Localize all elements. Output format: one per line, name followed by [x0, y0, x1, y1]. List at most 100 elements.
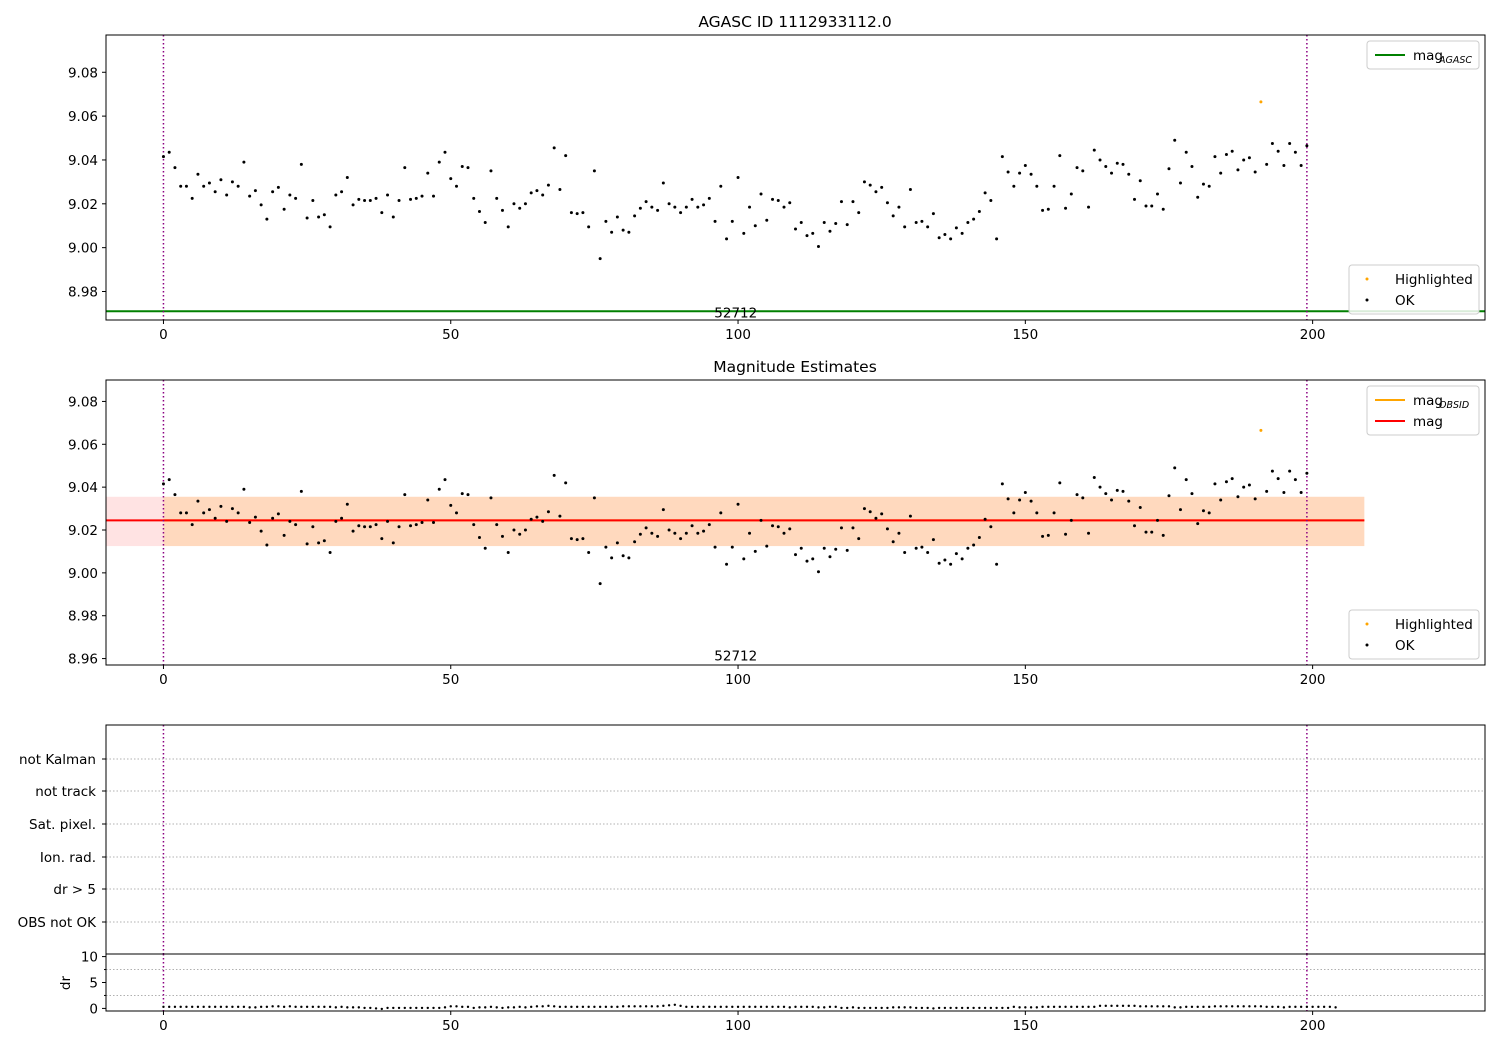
dr-panel: 0 50 100 150 200 0 5 10 dr [58, 950, 1486, 1034]
dr-point [713, 1005, 717, 1009]
dr-point [185, 1005, 188, 1009]
ok-point [834, 222, 838, 226]
dr-point [1029, 1006, 1033, 1009]
ok-point [409, 524, 413, 528]
ok-point [972, 543, 976, 547]
ok-point [725, 562, 729, 566]
ok-point [202, 511, 206, 515]
ok-point [489, 169, 493, 173]
dr-point [685, 1005, 688, 1009]
dr-point [788, 1006, 791, 1009]
dr-point [501, 1006, 504, 1010]
dr-point [168, 1005, 171, 1009]
ok-point [880, 185, 884, 189]
dr-point [1150, 1005, 1153, 1008]
ok-point [340, 516, 344, 520]
ok-point [782, 205, 786, 209]
panel-0-title: AGASC ID 1112933112.0 [698, 13, 891, 31]
ok-point [294, 523, 298, 527]
ok-point [1184, 478, 1188, 482]
ok-point [1207, 511, 1211, 515]
dr-point [328, 1005, 332, 1009]
ok-point [1213, 482, 1217, 486]
ok-point [903, 225, 907, 229]
ok-point [995, 237, 999, 241]
dr-point [1242, 1005, 1245, 1008]
dr-point [1041, 1005, 1044, 1009]
ok-point [432, 521, 436, 524]
dr-point [679, 1004, 682, 1008]
dr-point [966, 1006, 970, 1010]
ok-point [311, 525, 315, 529]
legend-dot-swatch [1365, 643, 1369, 647]
ok-point [1144, 204, 1148, 208]
y-tick-label: 8.98 [68, 609, 98, 625]
legend-bottom: Highlighted OK [1348, 609, 1480, 660]
dr-point [920, 1006, 924, 1010]
ok-point [190, 523, 194, 527]
ok-point [684, 531, 688, 535]
dr-point [823, 1006, 826, 1009]
ok-point [730, 545, 734, 549]
dr-point [1075, 1005, 1079, 1009]
ok-point [587, 225, 591, 229]
x-tick-label: 100 [725, 1018, 751, 1034]
ok-point [805, 234, 809, 238]
dr-point [777, 1005, 780, 1009]
dr-point [1259, 1005, 1263, 1008]
y-tick-label: 10 [81, 950, 98, 966]
ok-point [914, 546, 918, 550]
ok-point [334, 193, 338, 197]
ok-point [242, 487, 246, 491]
x-tick-label: 150 [1012, 327, 1038, 343]
ok-point [288, 193, 292, 197]
ok-point [1265, 162, 1269, 166]
dr-point [196, 1005, 200, 1009]
ok-point [1276, 477, 1280, 481]
ok-point [345, 502, 349, 506]
flag-category-label: dr > 5 [53, 882, 96, 898]
dr-point [1208, 1005, 1211, 1009]
ok-point [1299, 491, 1303, 494]
ok-point [403, 493, 407, 497]
legend-label: OK [1395, 638, 1416, 654]
dr-point [633, 1005, 636, 1008]
y-tick-label: 9.00 [68, 241, 98, 257]
ok-point [1213, 155, 1217, 159]
ok-point [650, 205, 654, 209]
ok-point [483, 546, 487, 550]
ok-point [1046, 533, 1050, 537]
ok-point [564, 154, 568, 158]
ok-point [1018, 498, 1022, 502]
ok-point [334, 519, 338, 523]
ok-point [558, 514, 562, 518]
ok-point [1299, 163, 1303, 167]
ok-point [1138, 179, 1142, 183]
ok-point [742, 557, 746, 561]
ok-point [1247, 156, 1251, 160]
dr-point [317, 1005, 320, 1009]
ok-point [621, 554, 625, 558]
ok-point [862, 507, 866, 511]
ok-point [759, 518, 763, 522]
ok-point [581, 537, 585, 541]
ok-point [483, 220, 487, 224]
dr-point [581, 1005, 585, 1009]
dr-point [386, 1006, 389, 1010]
ok-point [230, 507, 234, 511]
dr-point [1294, 1005, 1297, 1009]
dr-point [828, 1005, 832, 1009]
ok-point [1127, 172, 1131, 176]
dr-point [1162, 1005, 1165, 1008]
ok-point [995, 562, 999, 566]
ok-point [742, 231, 746, 235]
ok-point [1173, 466, 1177, 470]
ok-point [1064, 532, 1068, 536]
ok-point [184, 184, 188, 188]
ok-point [529, 191, 533, 195]
dr-point [702, 1005, 705, 1009]
ok-point [248, 194, 252, 198]
ok-point [1230, 477, 1234, 481]
dr-point [202, 1005, 205, 1009]
